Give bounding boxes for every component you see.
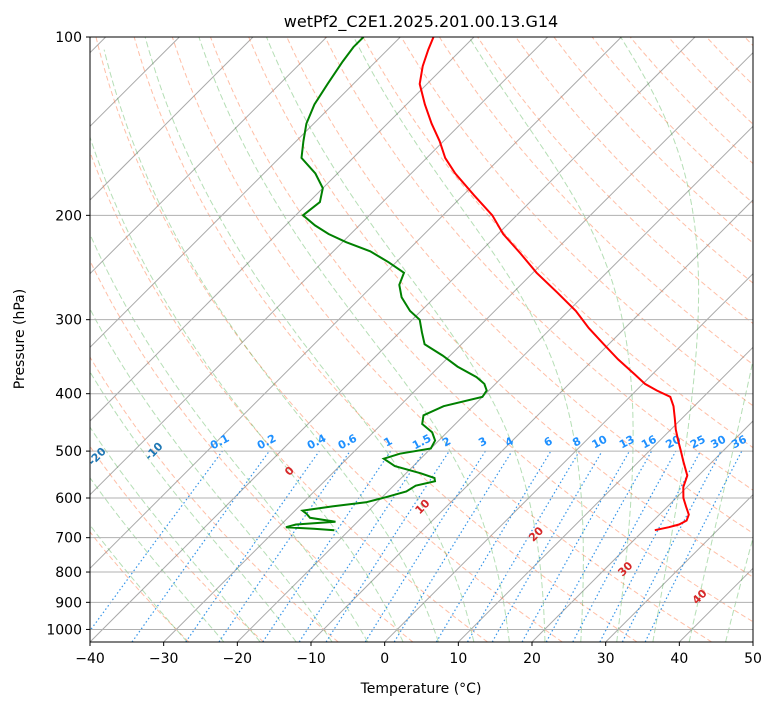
- isotherm-line: [163, 51, 753, 642]
- dry-adiabat-line: [400, 37, 753, 407]
- dry-adiabat-line: [248, 37, 753, 578]
- mixing-ratio-label: 10: [590, 433, 610, 452]
- dry-adiabat-line: [95, 37, 563, 642]
- moist-adiabat-line: [688, 358, 753, 642]
- y-tick-label: 800: [55, 565, 82, 581]
- dewpoint-profile-line: [285, 37, 488, 532]
- moist-adiabat-line: [103, 49, 439, 642]
- profiles: [285, 37, 690, 532]
- dry-adiabat-line: [210, 37, 753, 623]
- moist-adiabat-line: [620, 37, 700, 642]
- isotherm-line: [90, 37, 328, 275]
- y-tick-label: 400: [55, 387, 82, 403]
- y-tick-label: 200: [55, 208, 82, 224]
- x-tick-label: 30: [597, 651, 615, 667]
- moist-adiabat-line: [90, 233, 369, 642]
- moist-adiabat-line: [198, 37, 510, 642]
- isotherm-line: [236, 125, 753, 642]
- moist-adiabat-line: [353, 37, 584, 642]
- isotherm-line: [90, 37, 254, 201]
- mixing-ratio-line: [545, 450, 653, 642]
- x-tick-label: −20: [223, 651, 253, 667]
- moist-adiabat-line: [90, 524, 188, 642]
- temperature-profile-line: [418, 37, 690, 532]
- dry-adiabat-line: [90, 356, 339, 642]
- moist-adiabat-line: [90, 426, 261, 642]
- isotherm-line: [90, 37, 696, 642]
- isotherm-line: [457, 346, 753, 642]
- plot-frame: [89, 36, 754, 643]
- dry-adiabat-line: [90, 150, 488, 642]
- isotherm-line: [90, 37, 475, 422]
- y-tick-label: 600: [55, 491, 82, 507]
- x-tick-label: 10: [449, 651, 467, 667]
- moist-adiabat-line: [90, 308, 333, 642]
- mixing-ratio-label: 16: [639, 433, 659, 452]
- mixing-ratio-label: 25: [688, 433, 708, 452]
- dry-adiabat-line: [286, 37, 753, 534]
- mixing-ratio-line: [325, 450, 450, 642]
- isotherm-line: [90, 37, 549, 496]
- dry-adiabat-line: [171, 37, 712, 642]
- isotherm-line: [605, 493, 753, 642]
- dry-adiabat-line: [477, 37, 753, 325]
- mixing-ratio-line: [521, 450, 631, 642]
- y-tick-label: 1000: [46, 622, 82, 638]
- isotherm-line: [531, 420, 753, 642]
- x-tick-label: −30: [149, 651, 179, 667]
- mixing-ratio-line: [185, 450, 320, 642]
- y-tick-label: 500: [55, 444, 82, 460]
- mixing-ratio-line: [644, 450, 743, 642]
- dry-adiabat-line: [324, 37, 753, 491]
- y-tick-label: 900: [55, 595, 82, 611]
- moist-adiabat-line: [144, 37, 475, 642]
- y-tick-label: 700: [55, 531, 82, 547]
- dry-adiabat-line: [362, 37, 753, 449]
- moist-adiabat-line: [266, 37, 546, 642]
- y-tick-label: 300: [55, 313, 82, 329]
- x-tick-label: −40: [75, 651, 105, 667]
- mixing-ratio-label: 13: [617, 433, 637, 452]
- x-tick-label: 20: [523, 651, 541, 667]
- chart-title: wetPf2_C2E1.2025.201.00.13.G14: [284, 12, 558, 32]
- dry-adiabat-line: [591, 37, 753, 204]
- mixing-ratio-line: [131, 450, 270, 642]
- dry-adiabat-line: [553, 37, 753, 244]
- dry-adiabat-line: [438, 37, 753, 365]
- mixing-ratio-label: 36: [729, 433, 749, 452]
- dry-adiabat-line: [133, 37, 638, 642]
- x-tick-label: 50: [744, 651, 762, 667]
- x-tick-label: 0: [380, 651, 389, 667]
- mixing-ratio-line: [262, 450, 392, 642]
- mixing-ratio-line: [90, 450, 223, 632]
- x-tick-label: 40: [670, 651, 688, 667]
- mixing-ratio-label: 30: [709, 433, 729, 452]
- mixing-ratio-line: [393, 450, 513, 642]
- pressure-gridlines: [90, 37, 753, 630]
- y-axis: 100 200 300 400 500 600 700 800 900 1000: [46, 30, 90, 638]
- isotherm-line: [384, 272, 753, 642]
- y-axis-label: Pressure (hPa): [12, 289, 28, 389]
- dry-adiabat-line: [90, 531, 190, 642]
- y-tick-label: 100: [55, 30, 82, 46]
- x-axis: −40 −30 −20 −10 0 10 20 30 40 50: [75, 642, 762, 667]
- dry-adiabat-line: [90, 259, 414, 642]
- plot-area: [90, 37, 753, 642]
- isotherm-line: [90, 37, 622, 570]
- isotherm-line: [90, 37, 401, 349]
- moist-adiabat-line: [90, 476, 225, 642]
- x-axis-label: Temperature (°C): [360, 681, 482, 697]
- mixing-ratio-line: [218, 450, 351, 642]
- moist-adiabat-line: [90, 135, 404, 642]
- mixing-ratio-line: [572, 450, 677, 642]
- x-tick-label: −10: [296, 651, 326, 667]
- background-lines: [90, 37, 753, 642]
